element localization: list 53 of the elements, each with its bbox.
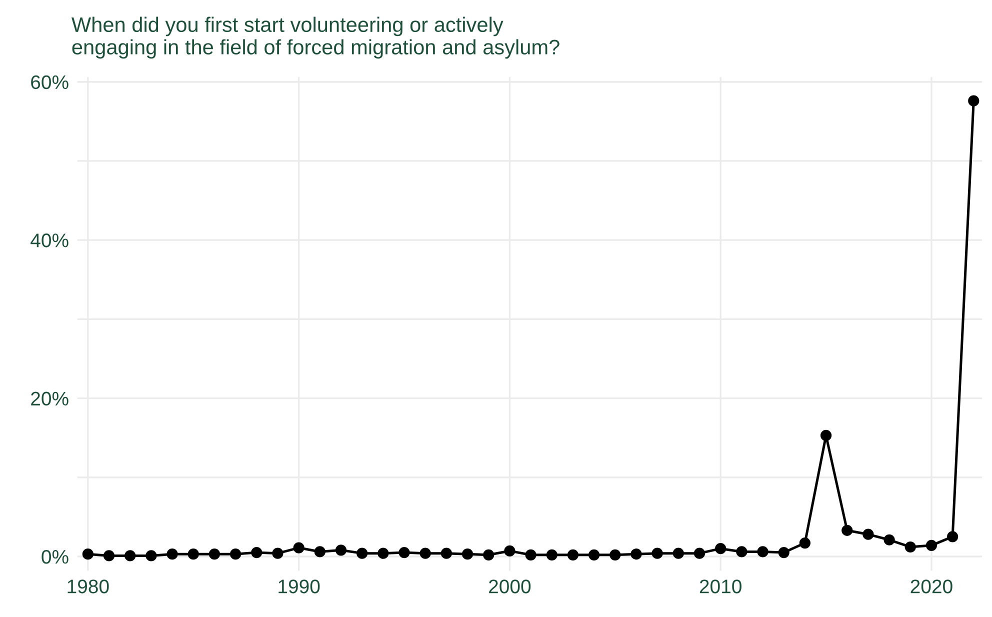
point xyxy=(778,546,790,558)
point xyxy=(124,550,136,562)
point xyxy=(567,549,579,560)
x-tick-label: 1980 xyxy=(68,580,109,594)
point xyxy=(103,550,115,562)
x-tick-label: 2020 xyxy=(910,580,952,594)
point xyxy=(588,549,600,560)
point xyxy=(757,546,768,558)
point xyxy=(230,548,242,560)
point xyxy=(440,548,452,559)
point xyxy=(398,546,410,558)
point xyxy=(862,528,874,540)
point xyxy=(799,537,810,549)
point xyxy=(335,544,347,556)
point xyxy=(483,549,494,560)
y-tick-label: 40% xyxy=(30,234,68,248)
point xyxy=(715,543,726,554)
x-tick-label: 2010 xyxy=(700,580,742,594)
point xyxy=(884,534,895,546)
point xyxy=(208,548,220,560)
point xyxy=(947,531,958,542)
point xyxy=(736,546,748,558)
point xyxy=(420,548,431,559)
point xyxy=(504,545,516,557)
point xyxy=(251,546,262,558)
point xyxy=(293,542,304,554)
point xyxy=(82,548,94,560)
x-tick-label: 2000 xyxy=(489,580,531,594)
y-tick-label: 20% xyxy=(31,392,68,406)
point xyxy=(904,541,916,553)
point xyxy=(926,540,938,551)
y-tick-label: 0% xyxy=(42,550,68,564)
point xyxy=(462,548,474,560)
point xyxy=(546,549,558,560)
point xyxy=(968,95,980,106)
point xyxy=(630,548,642,560)
point xyxy=(272,548,284,559)
point xyxy=(694,548,706,559)
point xyxy=(166,548,178,560)
point xyxy=(842,524,853,536)
point xyxy=(820,430,832,442)
x-tick-label: 1990 xyxy=(278,580,320,594)
point xyxy=(525,549,536,560)
point xyxy=(314,546,326,558)
point xyxy=(188,548,199,560)
point xyxy=(610,549,621,560)
point xyxy=(378,548,389,559)
point xyxy=(652,548,663,559)
y-tick-label: 60% xyxy=(31,75,68,90)
point xyxy=(356,548,368,559)
chart-title: When did you first start volunteering or actively engaging in the field of forced migration and asylum? xyxy=(72,16,560,59)
point xyxy=(672,548,684,559)
point xyxy=(146,550,157,562)
